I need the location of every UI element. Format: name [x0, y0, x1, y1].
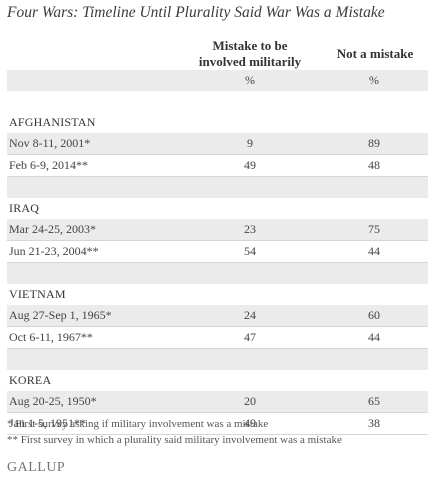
row-mistake-value: 23 [244, 222, 256, 236]
row-not-mistake-value: 89 [368, 136, 380, 150]
row-not-mistake-value: 44 [368, 330, 380, 344]
percent-row: % % [7, 70, 428, 91]
row-mistake-value: 49 [244, 416, 256, 430]
table-row: Nov 8-11, 2001* 9 89 [7, 133, 428, 155]
row-mistake-value: 20 [244, 394, 256, 408]
row-mistake-value: 24 [244, 308, 256, 322]
footnote-plurality: ** First survey in which a plurality sai… [7, 434, 342, 446]
table-row: Aug 20-25, 1950* 20 65 [7, 391, 428, 413]
section-row: IRAQ [7, 198, 428, 219]
column-header-mistake-line1: Mistake to be [212, 38, 288, 53]
row-mistake-value: 49 [244, 158, 256, 172]
row-date: Aug 20-25, 1950* [9, 394, 97, 408]
row-mistake-value: 54 [244, 244, 256, 258]
table-row: Jan 1-5, 1951** 49 38 [7, 413, 428, 435]
row-not-mistake-value: 65 [368, 394, 380, 408]
row-not-mistake-value: 48 [368, 158, 380, 172]
gallup-logo: GALLUP [7, 460, 66, 475]
row-date: Oct 6-11, 1967** [9, 330, 93, 344]
section-label: AFGHANISTAN [9, 115, 96, 129]
column-header-mistake-line2: involved militarily [198, 54, 302, 69]
section-label: KOREA [9, 373, 52, 387]
chart-title: Four Wars: Timeline Until Plurality Said… [7, 4, 385, 21]
spacer-row [7, 91, 428, 112]
row-date: Jun 21-23, 2004** [9, 244, 99, 258]
data-table: % % AFGHANISTAN Nov 8-11, 2001* 9 89 Feb… [7, 70, 428, 435]
table-row: Mar 24-25, 2003* 23 75 [7, 219, 428, 241]
footnote-first-survey: * First survey asking if military involv… [7, 418, 269, 430]
table-row: Jun 21-23, 2004** 54 44 [7, 241, 428, 263]
row-mistake-value: 9 [247, 136, 253, 150]
table-row: Aug 27-Sep 1, 1965* 24 60 [7, 305, 428, 327]
row-not-mistake-value: 44 [368, 244, 380, 258]
section-row: KOREA [7, 370, 428, 391]
row-date: Mar 24-25, 2003* [9, 222, 96, 236]
column-header-not-mistake: Not a mistake [336, 46, 414, 61]
row-date: Jan 1-5, 1951** [9, 416, 86, 430]
section-label: IRAQ [9, 201, 40, 215]
row-mistake-value: 47 [244, 330, 256, 344]
row-date: Nov 8-11, 2001* [9, 136, 91, 150]
percent-label-col1: % [245, 73, 255, 87]
section-row: VIETNAM [7, 284, 428, 305]
row-not-mistake-value: 75 [368, 222, 380, 236]
table-row: Oct 6-11, 1967** 47 44 [7, 327, 428, 349]
row-date: Feb 6-9, 2014** [9, 158, 88, 172]
row-date: Aug 27-Sep 1, 1965* [9, 308, 112, 322]
section-row: AFGHANISTAN [7, 112, 428, 133]
percent-label-col2: % [369, 73, 379, 87]
spacer-row [7, 263, 428, 284]
section-label: VIETNAM [9, 287, 66, 301]
column-header-mistake: Mistake to be involved militarily [180, 38, 320, 70]
row-not-mistake-value: 38 [368, 416, 380, 430]
spacer-row [7, 177, 428, 198]
row-not-mistake-value: 60 [368, 308, 380, 322]
spacer-row [7, 349, 428, 370]
table-row: Feb 6-9, 2014** 49 48 [7, 155, 428, 177]
